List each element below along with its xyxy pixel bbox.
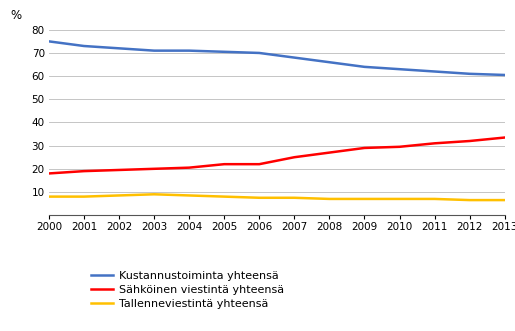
Kustannustoiminta yhteensä [221,50,227,54]
Kustannustoiminta yhteensä [291,56,298,60]
Kustannustoiminta yhteensä [46,39,52,43]
Text: %: % [10,9,21,23]
Tallenneviestintä yhteensä [362,197,368,201]
Tallenneviestintä yhteensä [186,193,192,197]
Line: Kustannustoiminta yhteensä: Kustannustoiminta yhteensä [49,41,505,75]
Sähköinen viestintä yhteensä [467,139,473,143]
Sähköinen viestintä yhteensä [81,169,87,173]
Sähköinen viestintä yhteensä [397,145,403,149]
Tallenneviestintä yhteensä [397,197,403,201]
Tallenneviestintä yhteensä [432,197,438,201]
Sähköinen viestintä yhteensä [151,167,157,171]
Sähköinen viestintä yhteensä [502,136,508,140]
Kustannustoiminta yhteensä [467,72,473,76]
Tallenneviestintä yhteensä [502,198,508,202]
Kustannustoiminta yhteensä [116,46,122,50]
Legend: Kustannustoiminta yhteensä, Sähköinen viestintä yhteensä, Tallenneviestintä yhte: Kustannustoiminta yhteensä, Sähköinen vi… [91,271,284,309]
Kustannustoiminta yhteensä [502,73,508,77]
Kustannustoiminta yhteensä [256,51,262,55]
Tallenneviestintä yhteensä [46,195,52,199]
Tallenneviestintä yhteensä [116,193,122,197]
Kustannustoiminta yhteensä [397,67,403,71]
Sähköinen viestintä yhteensä [46,171,52,175]
Sähköinen viestintä yhteensä [327,151,333,155]
Line: Tallenneviestintä yhteensä: Tallenneviestintä yhteensä [49,194,505,200]
Kustannustoiminta yhteensä [186,49,192,53]
Tallenneviestintä yhteensä [151,192,157,196]
Sähköinen viestintä yhteensä [291,155,298,159]
Line: Sähköinen viestintä yhteensä: Sähköinen viestintä yhteensä [49,138,505,173]
Kustannustoiminta yhteensä [151,49,157,53]
Tallenneviestintä yhteensä [81,195,87,199]
Tallenneviestintä yhteensä [467,198,473,202]
Kustannustoiminta yhteensä [81,44,87,48]
Kustannustoiminta yhteensä [432,70,438,73]
Sähköinen viestintä yhteensä [116,168,122,172]
Tallenneviestintä yhteensä [327,197,333,201]
Sähköinen viestintä yhteensä [362,146,368,150]
Sähköinen viestintä yhteensä [221,162,227,166]
Kustannustoiminta yhteensä [362,65,368,69]
Sähköinen viestintä yhteensä [186,166,192,169]
Kustannustoiminta yhteensä [327,60,333,64]
Tallenneviestintä yhteensä [221,195,227,199]
Tallenneviestintä yhteensä [256,196,262,200]
Sähköinen viestintä yhteensä [432,141,438,145]
Sähköinen viestintä yhteensä [256,162,262,166]
Tallenneviestintä yhteensä [291,196,298,200]
